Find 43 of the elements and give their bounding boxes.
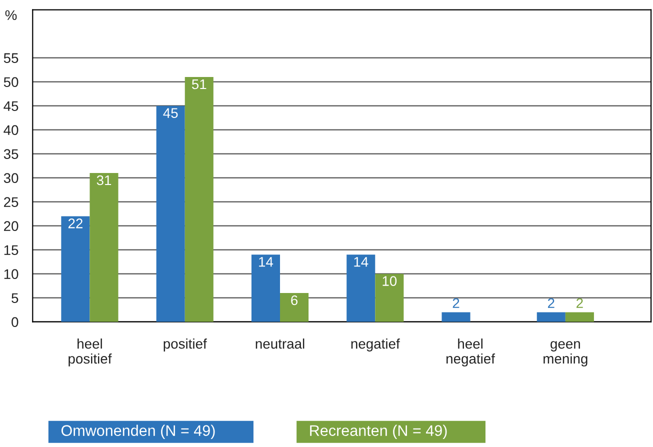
data-label: 45 — [163, 108, 178, 118]
x-tick-label: positief — [164, 338, 207, 352]
data-label: 22 — [68, 218, 82, 228]
data-label: 2 — [548, 298, 554, 308]
x-tick-label: heel negatief — [446, 338, 496, 366]
data-label: 6 — [291, 295, 298, 306]
data-label: 51 — [192, 79, 206, 90]
y-tick-label: 40 — [4, 125, 18, 136]
y-tick-label: 35 — [4, 149, 18, 160]
x-tick-label: neutraal — [256, 338, 304, 349]
y-tick-label: 30 — [4, 173, 18, 184]
x-tick-label: heel positief — [68, 338, 112, 366]
data-label: 14 — [259, 257, 274, 267]
y-tick-label: 45 — [4, 101, 18, 112]
y-tick-label: 5 — [12, 293, 18, 304]
data-label: 14 — [354, 257, 368, 267]
text: Recreanten (N = 49) — [310, 424, 447, 439]
x-tick-label: geen mening — [544, 341, 588, 366]
bar — [565, 312, 594, 322]
bar — [156, 106, 185, 322]
x-tick-label: negatief — [351, 338, 400, 352]
y-tick-label: 50 — [4, 77, 18, 88]
bar — [184, 77, 214, 322]
data-label: 10 — [382, 276, 397, 286]
bar — [90, 173, 118, 322]
bar — [346, 254, 376, 322]
data-label: 31 — [96, 175, 112, 186]
y-tick-label: 0 — [12, 317, 18, 328]
bar — [375, 274, 404, 322]
y-tick-label: 10 — [4, 269, 18, 280]
y-tick-label: 25 — [4, 197, 18, 208]
text: Omwonenden (N = 49) — [61, 424, 215, 439]
bar — [442, 312, 470, 322]
data-label: 2 — [452, 298, 460, 308]
bar — [251, 254, 280, 322]
data-label: 2 — [576, 298, 583, 308]
bar — [280, 293, 309, 322]
y-tick-label: 55 — [4, 53, 18, 64]
y-tick-label: 20 — [4, 221, 18, 232]
y-tick-label: 15 — [4, 245, 18, 256]
bar — [61, 216, 90, 322]
y-axis-title: % — [5, 10, 17, 20]
bar — [536, 312, 566, 322]
